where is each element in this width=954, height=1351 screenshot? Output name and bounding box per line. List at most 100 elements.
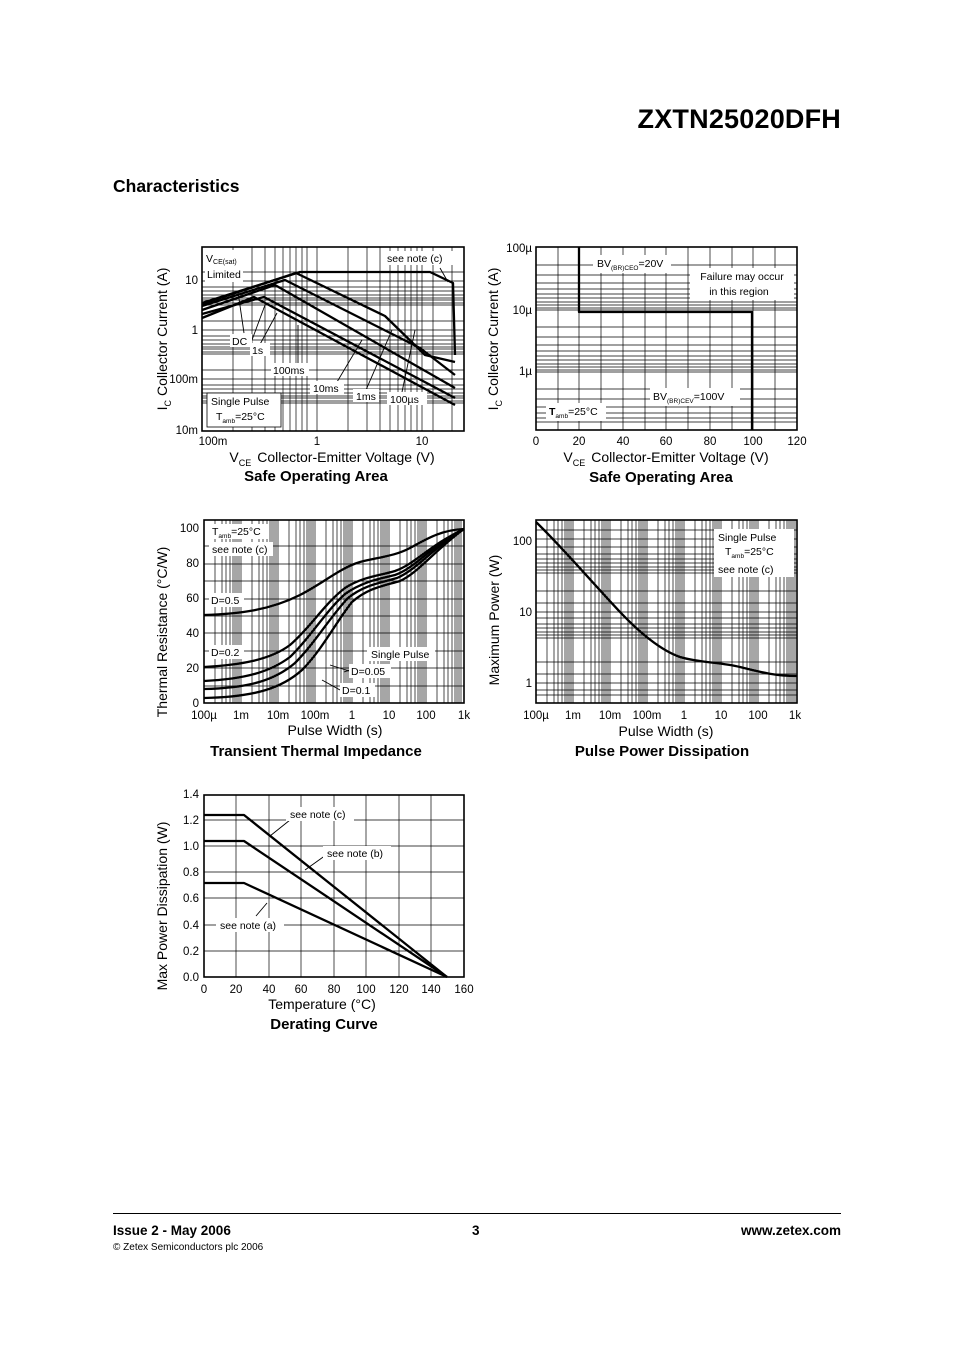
x-tick-label: 120 xyxy=(389,984,408,996)
y-axis-title: Thermal Resistance (°C/W) xyxy=(154,547,170,718)
chart-title: Derating Curve xyxy=(270,1016,378,1033)
failure-label-2: in this region xyxy=(709,286,769,298)
note-b-label: see note (b) xyxy=(327,848,383,860)
d05-label: D=0.5 xyxy=(211,595,239,607)
x-tick-label: 100m xyxy=(301,710,330,722)
1ms-label: 1ms xyxy=(356,391,376,403)
y-tick-label: 80 xyxy=(186,558,199,570)
x-tick-label: 100µ xyxy=(191,710,217,722)
website-link[interactable]: www.zetex.com xyxy=(741,1223,841,1238)
y-tick-label: 100 xyxy=(513,536,532,548)
see-note-label: see note (c) xyxy=(718,564,773,576)
x-tick-label: 160 xyxy=(454,984,473,996)
y-tick-label: 40 xyxy=(186,628,199,640)
y-tick-label: 20 xyxy=(186,663,199,675)
section-title: Characteristics xyxy=(113,176,239,197)
x-tick-label: 100 xyxy=(748,710,767,722)
x-tick-label: 10m xyxy=(599,710,621,722)
x-tick-label: 20 xyxy=(573,436,586,448)
x-tick-label: 100 xyxy=(416,710,435,722)
100ms-label: 100ms xyxy=(273,365,305,377)
x-axis-title: Pulse Width (s) xyxy=(619,723,714,739)
chart-title: Safe Operating Area xyxy=(589,469,733,486)
see-note-label: see note (c) xyxy=(212,544,267,556)
x-tick-label: 40 xyxy=(263,984,276,996)
chart-title: Safe Operating Area xyxy=(244,468,388,485)
y-axis-title: Max Power Dissipation (W) xyxy=(154,822,170,991)
chart-pulse-power: Single Pulse Tamb=25°C see note (c) 100 … xyxy=(484,512,820,762)
note-c-label: see note (c) xyxy=(290,809,345,821)
chart-soa-vce: VCE(sat) Limited see note (c) DC 1s 100m… xyxy=(140,238,490,488)
y-tick-label: 0.6 xyxy=(183,893,199,905)
x-tick-label: 140 xyxy=(421,984,440,996)
y-tick-label: 100µ xyxy=(506,243,532,255)
x-tick-label: 10 xyxy=(715,710,728,722)
d005-label: D=0.05 xyxy=(351,666,385,678)
x-tick-label: 100µ xyxy=(523,710,549,722)
copyright: © Zetex Semiconductors plc 2006 xyxy=(113,1242,263,1253)
x-tick-label: 10 xyxy=(416,436,429,448)
x-tick-label: 40 xyxy=(617,436,630,448)
y-tick-label: 1 xyxy=(192,325,198,337)
y-tick-label: 10 xyxy=(185,275,198,287)
100us-label: 100µs xyxy=(390,394,419,406)
x-tick-label: 1 xyxy=(314,436,320,448)
note-a-label: see note (a) xyxy=(220,920,276,932)
10ms-label: 10ms xyxy=(313,383,339,395)
y-axis-title: ICCollector Current (A) xyxy=(154,268,173,411)
x-axis-title: VCE Collector-Emitter Voltage (V) xyxy=(229,449,434,468)
dc-label: DC xyxy=(232,336,248,348)
single-pulse-label: Single Pulse xyxy=(371,649,430,661)
single-pulse-label: Single Pulse xyxy=(211,396,270,408)
x-tick-label: 1m xyxy=(565,710,581,722)
x-tick-label: 80 xyxy=(704,436,717,448)
x-tick-label: 0 xyxy=(201,984,207,996)
y-tick-label: 0.0 xyxy=(183,972,199,984)
y-tick-label: 1 xyxy=(526,678,532,690)
x-tick-label: 100m xyxy=(199,436,228,448)
x-axis-title: Temperature (°C) xyxy=(268,996,376,1012)
x-tick-label: 100 xyxy=(356,984,375,996)
curve-note-b xyxy=(204,841,447,977)
y-tick-label: 1.2 xyxy=(183,815,199,827)
x-tick-label: 100 xyxy=(743,436,762,448)
x-axis-title: VCE Collector-Emitter Voltage (V) xyxy=(563,449,768,468)
1s-label: 1s xyxy=(252,345,263,357)
x-tick-label: 1k xyxy=(789,710,801,722)
y-axis-title: Maximum Power (W) xyxy=(486,555,502,686)
d02-label: D=0.2 xyxy=(211,647,239,659)
chart-soa-bv: BV(BR)CEO=20V Failure may occur in this … xyxy=(480,238,820,488)
x-tick-label: 0 xyxy=(533,436,539,448)
d01-label: D=0.1 xyxy=(342,685,370,697)
single-pulse-label: Single Pulse xyxy=(718,532,777,544)
chart-title: Pulse Power Dissipation xyxy=(575,743,749,760)
y-tick-label: 10µ xyxy=(513,305,533,317)
chart-title: Transient Thermal Impedance xyxy=(210,743,422,760)
x-tick-label: 1 xyxy=(349,710,355,722)
y-tick-label: 100 xyxy=(180,523,199,535)
issue-date: Issue 2 - May 2006 xyxy=(113,1223,231,1238)
x-tick-label: 120 xyxy=(787,436,806,448)
y-tick-label: 0.4 xyxy=(183,920,200,932)
chart-thermal: Tamb=25°C see note (c) D=0.5 D=0.2 Singl… xyxy=(150,512,490,762)
limited-label: Limited xyxy=(207,269,241,281)
x-tick-label: 1m xyxy=(233,710,249,722)
x-tick-label: 80 xyxy=(328,984,341,996)
y-tick-label: 0 xyxy=(193,698,199,710)
x-tick-label: 1k xyxy=(458,710,470,722)
x-tick-label: 10 xyxy=(383,710,396,722)
y-tick-label: 10 xyxy=(519,607,532,619)
y-tick-label: 10m xyxy=(176,425,198,437)
see-note-label: see note (c) xyxy=(387,253,442,265)
y-tick-label: 0.2 xyxy=(183,946,199,958)
y-tick-label: 60 xyxy=(186,593,199,605)
y-tick-label: 1.4 xyxy=(183,789,200,801)
y-tick-label: 100m xyxy=(169,374,198,386)
chart-derating: see note (c) see note (b) see note (a) 1… xyxy=(150,785,480,1035)
footer-rule xyxy=(113,1213,841,1214)
part-number: ZXTN25020DFH xyxy=(638,104,841,135)
x-tick-label: 60 xyxy=(295,984,308,996)
y-axis-title: ICCollector Current (A) xyxy=(485,268,504,411)
failure-label-1: Failure may occur xyxy=(700,271,784,283)
x-axis-title: Pulse Width (s) xyxy=(288,722,383,738)
